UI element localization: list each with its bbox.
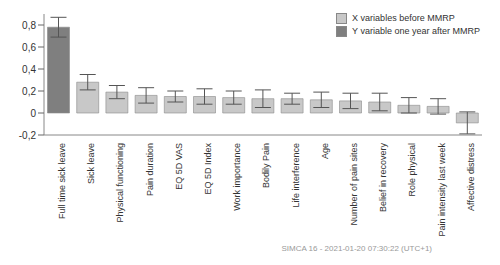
- svg-text:Work importance: Work importance: [232, 143, 242, 211]
- svg-text:0,4: 0,4: [22, 64, 36, 75]
- svg-text:0,6: 0,6: [22, 42, 36, 53]
- svg-text:Pain duration: Pain duration: [145, 143, 155, 196]
- html-text:SIMCA 16 - 2021-01-20 07:30:22: SIMCA 16 - 2021-01-20 07:30:22 (UTC+1): [281, 244, 432, 253]
- svg-text:Affective distress: Affective distress: [466, 143, 476, 211]
- svg-text:0,8: 0,8: [22, 20, 36, 31]
- html-text:X variables before MMRP: X variables before MMRP: [352, 13, 455, 23]
- svg-text:Number of pain sites: Number of pain sites: [349, 143, 359, 226]
- html-text:Y variable one year after MMRP: Y variable one year after MMRP: [352, 26, 480, 36]
- svg-text:Life interference: Life interference: [291, 143, 301, 208]
- svg-text:Sick leave: Sick leave: [86, 143, 96, 184]
- svg-text:Belief in recovery: Belief in recovery: [378, 143, 388, 213]
- svg-text:0,2: 0,2: [22, 86, 36, 97]
- svg-text:Role physical: Role physical: [407, 143, 417, 197]
- svg-text:-0,2: -0,2: [19, 130, 37, 141]
- svg-text:0: 0: [30, 108, 36, 119]
- svg-text:Age: Age: [320, 143, 330, 159]
- svg-text:Pain intensity last week: Pain intensity last week: [437, 143, 447, 237]
- svg-text:Bodily Pain: Bodily Pain: [261, 143, 271, 188]
- svg-text:Physical functioning: Physical functioning: [115, 143, 125, 223]
- svg-text:Full time sick leave: Full time sick leave: [57, 143, 67, 219]
- svg-text:EQ 5D VAS: EQ 5D VAS: [174, 143, 184, 190]
- svg-text:EQ 5D Index: EQ 5D Index: [203, 143, 213, 195]
